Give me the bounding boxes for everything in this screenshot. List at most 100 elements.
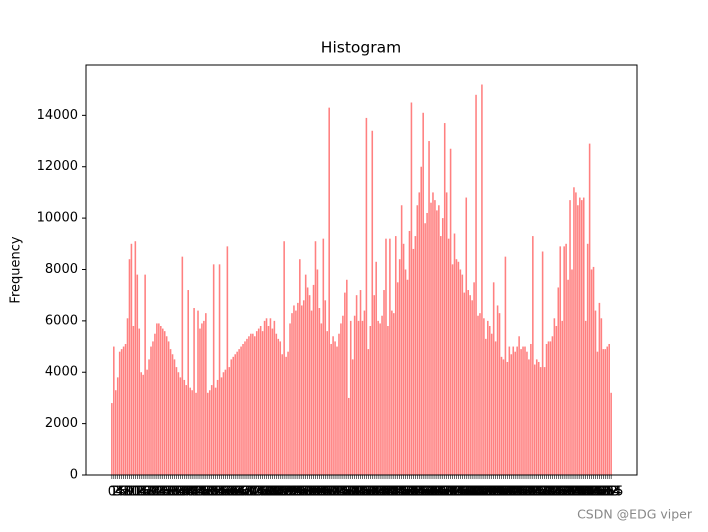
bar <box>171 354 174 475</box>
x-tick-label: 66 <box>233 485 250 500</box>
x-tick-label: 105 <box>305 485 330 500</box>
bar <box>320 323 323 475</box>
bar <box>259 326 262 475</box>
bar <box>551 336 554 475</box>
x-tick-label: 163 <box>419 485 444 500</box>
bar <box>610 392 612 475</box>
x-tick-label: 49 <box>200 485 217 500</box>
bar <box>230 359 233 475</box>
x-tick-label: 222 <box>534 485 559 500</box>
bar <box>353 315 356 475</box>
bar <box>391 310 393 475</box>
x-tick-label: 6 <box>119 485 127 500</box>
x-tick-label: 102 <box>299 485 324 500</box>
bar <box>428 141 430 475</box>
y-tick-label: 6000 <box>45 313 78 328</box>
x-tick-label: 40 <box>182 485 199 500</box>
bar <box>396 282 399 475</box>
bar <box>207 392 209 475</box>
bar <box>195 392 197 475</box>
x-tick-label: 181 <box>454 485 479 500</box>
x-tick-label: 117 <box>329 485 354 500</box>
x-tick-label: 197 <box>485 485 510 500</box>
x-tick-label: 8 <box>123 485 131 500</box>
x-tick-label: 246 <box>581 485 606 500</box>
bar <box>565 243 567 475</box>
x-tick-label: 169 <box>430 485 455 500</box>
bar <box>144 274 146 475</box>
x-tick-label: 252 <box>593 485 618 500</box>
x-tick-label: 88 <box>276 485 293 500</box>
bar <box>232 356 235 475</box>
x-tick-label: 162 <box>417 485 442 500</box>
bar <box>326 331 329 475</box>
x-tick-label: 208 <box>507 485 532 500</box>
bar <box>134 241 137 475</box>
bar <box>257 328 260 475</box>
bar <box>142 374 144 475</box>
x-tick-label: 138 <box>370 485 395 500</box>
bar <box>295 310 297 475</box>
bar <box>467 290 469 475</box>
x-tick-label: 180 <box>452 485 477 500</box>
bar <box>154 333 156 475</box>
bar <box>113 346 115 475</box>
bar <box>537 361 540 475</box>
x-tick-label: 101 <box>297 485 322 500</box>
x-tick-label: 73 <box>247 485 264 500</box>
bar <box>561 320 563 475</box>
x-tick-label: 81 <box>262 485 279 500</box>
x-tick-label: 166 <box>424 485 449 500</box>
x-tick-label: 30 <box>162 485 179 500</box>
bar <box>220 377 223 475</box>
bar <box>344 292 346 475</box>
bar <box>205 313 207 475</box>
x-tick-label: 158 <box>409 485 434 500</box>
x-tick-label: 130 <box>354 485 379 500</box>
bar <box>228 367 231 475</box>
x-tick-label: 209 <box>509 485 534 500</box>
bar <box>203 320 205 475</box>
bar <box>240 346 242 475</box>
bar <box>514 351 516 475</box>
x-tick-label: 154 <box>401 485 426 500</box>
bar <box>238 349 240 475</box>
y-tick-label: 10000 <box>37 211 78 226</box>
bar <box>208 390 211 475</box>
bar <box>524 346 526 475</box>
x-tick-label: 50 <box>201 485 218 500</box>
x-tick-label: 43 <box>188 485 205 500</box>
x-tick-label: 80 <box>260 485 277 500</box>
bar <box>167 341 170 475</box>
x-tick-label: 51 <box>203 485 220 500</box>
x-tick-label: 21 <box>145 485 162 500</box>
bar <box>516 346 518 475</box>
x-tick-label: 33 <box>168 485 185 500</box>
x-tick-label: 92 <box>284 485 301 500</box>
bar <box>150 346 152 475</box>
x-tick-label: 47 <box>196 485 213 500</box>
x-tick-label: 227 <box>544 485 569 500</box>
x-tick-label: 34 <box>170 485 187 500</box>
bar <box>494 341 497 475</box>
x-tick-label: 69 <box>239 485 256 500</box>
x-tick-label: 143 <box>379 485 404 500</box>
x-tick-label: 236 <box>562 485 587 500</box>
bar <box>173 359 176 475</box>
bar <box>549 341 552 475</box>
x-tick-label: 235 <box>560 485 585 500</box>
bar <box>222 372 225 475</box>
bar <box>271 328 274 475</box>
bar <box>179 377 182 475</box>
x-tick-label: 219 <box>528 485 553 500</box>
bar <box>357 320 360 475</box>
bar <box>349 320 352 475</box>
x-tick-label: 249 <box>587 485 612 500</box>
x-tick-label: 42 <box>186 485 203 500</box>
x-tick-label: 241 <box>571 485 596 500</box>
x-tick-label: 1 <box>110 485 118 500</box>
x-tick-label: 104 <box>303 485 328 500</box>
bar <box>381 315 383 475</box>
bar <box>244 341 246 475</box>
bar <box>377 320 379 475</box>
